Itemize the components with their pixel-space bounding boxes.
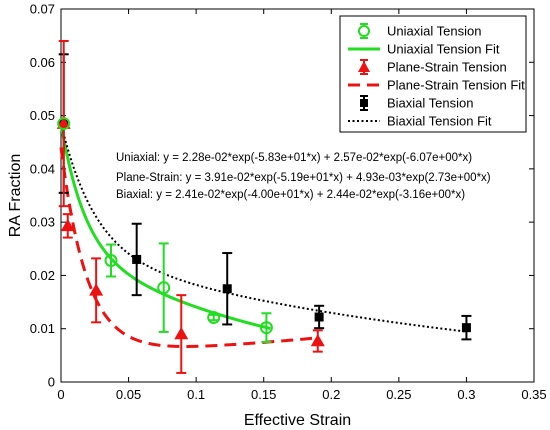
x-tick-label: 0.15 <box>251 387 276 402</box>
fit-equation-0: Uniaxial: y = 2.28e-02*exp(-5.83e+01*x) … <box>116 152 472 164</box>
legend-label-5: Biaxial Tension Fit <box>387 114 492 129</box>
marker-biaxial <box>314 312 324 322</box>
legend-label-4: Biaxial Tension <box>387 96 473 111</box>
marker-plane-strain <box>56 116 71 129</box>
y-tick-label: 0.07 <box>30 2 55 17</box>
y-tick-label: 0.06 <box>30 55 55 70</box>
legend-label-0: Uniaxial Tension <box>387 24 481 39</box>
x-tick-label: 0.1 <box>187 387 205 402</box>
marker-plane-strain <box>310 333 325 347</box>
legend-label-1: Uniaxial Tension Fit <box>387 42 500 57</box>
axis-ticks: 0 0.05 0.1 0.15 0.2 0.25 0.3 0.35 0 0.01 0.02 0.03 0… <box>30 2 547 403</box>
fit-curve-1 <box>59 147 318 348</box>
fit-equation-1: Plane-Strain: y = 3.91e-02*exp(-5.19e+01… <box>116 172 491 184</box>
marker-uniaxial <box>259 321 273 335</box>
y-axis-title: RA Fraction <box>7 154 24 238</box>
legend-label-2: Plane-Strain Tension <box>387 60 507 75</box>
y-tick-label: 0.01 <box>30 321 55 336</box>
y-tick-label: 0.03 <box>30 215 55 230</box>
x-tick-label: 0 <box>57 387 64 402</box>
fit-curves <box>59 123 467 348</box>
legend-label-3: Plane-Strain Tension Fit <box>387 78 525 93</box>
legend-box <box>339 15 527 133</box>
fit-curve-0 <box>59 123 271 330</box>
x-tick-label: 0.05 <box>116 387 141 402</box>
data-markers <box>56 116 471 347</box>
marker-uniaxial <box>157 281 171 295</box>
y-tick-label: 0 <box>48 375 55 390</box>
x-axis-title: Effective Strain <box>244 412 351 429</box>
y-tick-label: 0.02 <box>30 268 55 283</box>
fit-equations: Uniaxial: y = 2.28e-02*exp(-5.83e+01*x) … <box>116 152 491 201</box>
marker-plane-strain <box>89 283 104 296</box>
fit-curve-2 <box>60 123 467 333</box>
y-tick-label: 0.05 <box>30 108 55 123</box>
legend-marker-0 <box>358 25 370 37</box>
marker-uniaxial <box>104 254 118 268</box>
fit-equation-2: Biaxial: y = 2.41e-02*exp(-4.00e+01*x) +… <box>116 189 465 201</box>
legend-marker-4 <box>360 99 368 107</box>
x-tick-label: 0.25 <box>386 387 411 402</box>
marker-plane-strain <box>174 327 189 340</box>
marker-uniaxial <box>57 117 71 131</box>
legend-marker-2 <box>358 61 370 72</box>
y-tick-label: 0.04 <box>30 161 55 176</box>
marker-plane-strain <box>60 218 75 232</box>
x-tick-label: 0.3 <box>457 387 475 402</box>
x-tick-label: 0.35 <box>521 387 546 402</box>
x-tick-label: 0.2 <box>322 387 340 402</box>
marker-biaxial <box>461 323 471 333</box>
marker-biaxial <box>132 254 142 264</box>
legend: Uniaxial Tension Uniaxial Tension Fit Plan… <box>339 15 527 133</box>
marker-uniaxial <box>207 311 221 325</box>
marker-biaxial <box>222 284 232 294</box>
